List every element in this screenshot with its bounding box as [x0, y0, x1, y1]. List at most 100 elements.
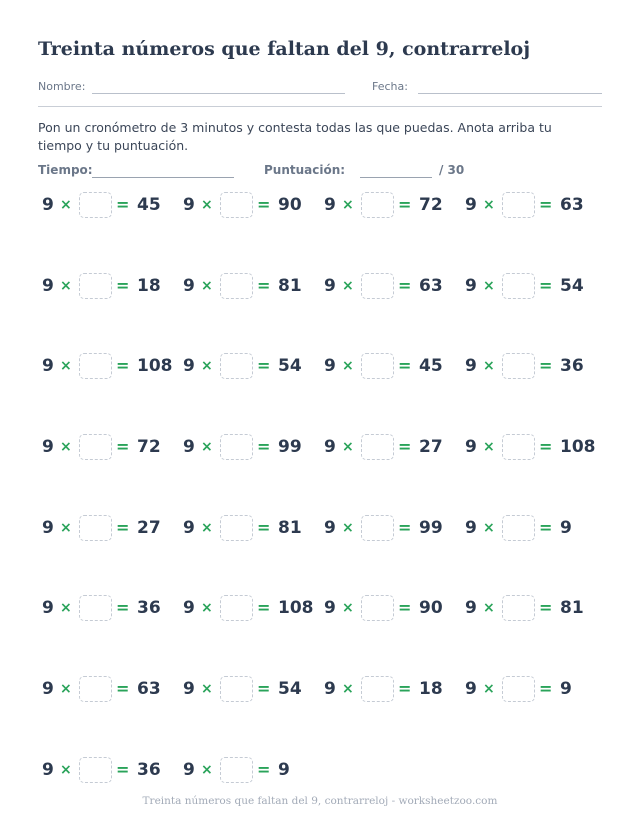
answer-box[interactable] [361, 515, 394, 541]
answer-box[interactable] [502, 353, 535, 379]
equals-sign: = [257, 679, 271, 698]
multiplier: 9 [465, 437, 477, 457]
score-total: / 30 [439, 163, 465, 177]
equals-sign: = [539, 598, 553, 617]
multiplier: 9 [183, 276, 195, 296]
answer-box[interactable] [220, 595, 253, 621]
product: 9 [560, 679, 572, 699]
product: 108 [278, 598, 314, 618]
equals-sign: = [116, 598, 130, 617]
times-sign: × [483, 278, 495, 294]
answer-box[interactable] [361, 192, 394, 218]
answer-box[interactable] [361, 273, 394, 299]
equals-sign: = [539, 679, 553, 698]
multiplier: 9 [465, 276, 477, 296]
multiplier: 9 [324, 195, 336, 215]
times-sign: × [342, 520, 354, 536]
problem-item: 9 × = 81 [183, 515, 323, 543]
multiplier: 9 [324, 518, 336, 538]
answer-box[interactable] [220, 676, 253, 702]
answer-box[interactable] [502, 595, 535, 621]
answer-box[interactable] [361, 434, 394, 460]
equals-sign: = [398, 518, 412, 537]
answer-box[interactable] [79, 757, 112, 783]
multiplier: 9 [42, 598, 54, 618]
product: 45 [137, 195, 161, 215]
answer-box[interactable] [79, 676, 112, 702]
product: 54 [278, 356, 302, 376]
multiplier: 9 [183, 518, 195, 538]
score-label: Puntuación: [264, 163, 346, 177]
problem-item: 9 × = 63 [465, 192, 605, 220]
product: 27 [137, 518, 161, 538]
product: 27 [419, 437, 443, 457]
product: 81 [560, 598, 584, 618]
instructions: Pon un cronómetro de 3 minutos y contest… [38, 120, 552, 153]
time-label: Tiempo: [38, 163, 93, 177]
name-label: Nombre: [38, 80, 86, 93]
answer-box[interactable] [79, 434, 112, 460]
times-sign: × [342, 600, 354, 616]
multiplier: 9 [324, 437, 336, 457]
problem-item: 9 × = 9 [465, 515, 605, 543]
equals-sign: = [116, 760, 130, 779]
product: 81 [278, 276, 302, 296]
answer-box[interactable] [361, 595, 394, 621]
product: 99 [278, 437, 302, 457]
multiplier: 9 [183, 195, 195, 215]
multiplier: 9 [42, 276, 54, 296]
multiplier: 9 [465, 679, 477, 699]
answer-box[interactable] [220, 434, 253, 460]
answer-box[interactable] [361, 676, 394, 702]
answer-box[interactable] [361, 353, 394, 379]
multiplier: 9 [465, 598, 477, 618]
problem-item: 9 × = 54 [465, 273, 605, 301]
answer-box[interactable] [220, 273, 253, 299]
equals-sign: = [398, 195, 412, 214]
times-sign: × [201, 681, 213, 697]
answer-box[interactable] [79, 273, 112, 299]
times-sign: × [483, 600, 495, 616]
times-sign: × [60, 600, 72, 616]
multiplier: 9 [465, 195, 477, 215]
answer-box[interactable] [502, 273, 535, 299]
times-sign: × [201, 197, 213, 213]
product: 63 [419, 276, 443, 296]
product: 9 [278, 760, 290, 780]
multiplier: 9 [183, 679, 195, 699]
answer-box[interactable] [220, 192, 253, 218]
product: 72 [137, 437, 161, 457]
problem-item: 9 × = 81 [465, 595, 605, 623]
name-field[interactable] [92, 93, 345, 94]
problem-item: 9 × = 45 [324, 353, 464, 381]
time-field[interactable] [92, 177, 234, 178]
answer-box[interactable] [79, 192, 112, 218]
multiplier: 9 [183, 356, 195, 376]
answer-box[interactable] [220, 353, 253, 379]
product: 108 [560, 437, 596, 457]
equals-sign: = [398, 598, 412, 617]
answer-box[interactable] [79, 515, 112, 541]
equals-sign: = [398, 276, 412, 295]
problem-item: 9 × = 9 [183, 757, 323, 785]
answer-box[interactable] [502, 676, 535, 702]
answer-box[interactable] [502, 515, 535, 541]
product: 18 [419, 679, 443, 699]
score-field[interactable] [360, 177, 432, 178]
times-sign: × [201, 762, 213, 778]
equals-sign: = [257, 437, 271, 456]
times-sign: × [201, 439, 213, 455]
multiplier: 9 [42, 760, 54, 780]
answer-box[interactable] [79, 353, 112, 379]
product: 99 [419, 518, 443, 538]
answer-box[interactable] [502, 192, 535, 218]
equals-sign: = [539, 276, 553, 295]
answer-box[interactable] [220, 515, 253, 541]
times-sign: × [483, 439, 495, 455]
date-field[interactable] [418, 93, 602, 94]
answer-box[interactable] [220, 757, 253, 783]
answer-box[interactable] [502, 434, 535, 460]
problem-item: 9 × = 108 [465, 434, 605, 462]
answer-box[interactable] [79, 595, 112, 621]
equals-sign: = [116, 356, 130, 375]
